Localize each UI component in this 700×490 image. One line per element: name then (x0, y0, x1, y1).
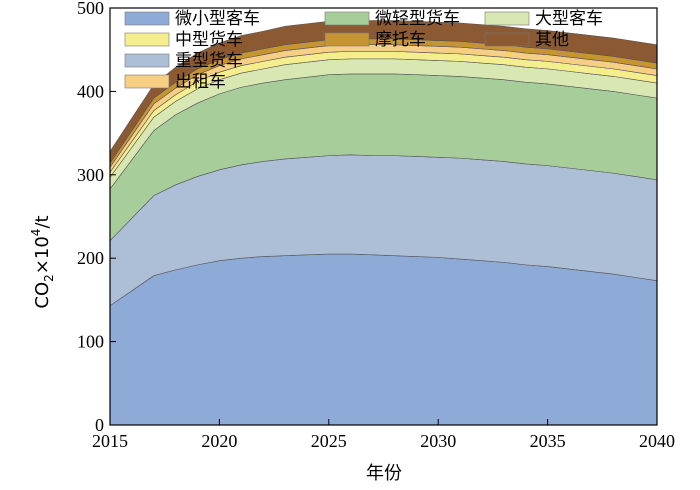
x-axis-label: 年份 (366, 463, 402, 484)
legend-swatch (484, 32, 530, 47)
legend-item: 摩托车 (324, 30, 426, 50)
legend-item: 重型货车 (124, 51, 243, 71)
y-axis-label-superscript: 4 (29, 229, 43, 237)
legend-swatch (324, 11, 370, 26)
legend-swatch (124, 74, 170, 89)
axis-ticks: 2015 2020 2025 2030 2035 2040 0 100 200 300 400 500 (77, 0, 675, 451)
legend-swatch (324, 32, 370, 47)
legend-item: 中型货车 (124, 30, 243, 50)
legend-label: 重型货车 (175, 51, 243, 71)
legend-swatch (124, 53, 170, 68)
y-tick-label: 400 (77, 81, 104, 101)
x-tick-label: 2035 (530, 431, 566, 451)
legend-swatch (124, 32, 170, 47)
y-tick-label: 300 (77, 165, 104, 185)
y-axis-label-tail: /t (32, 215, 53, 228)
legend-item: 出租车 (124, 72, 226, 92)
plot-frame (109, 7, 658, 426)
legend-item: 微轻型货车 (324, 9, 460, 29)
x-tick-label: 2030 (420, 431, 456, 451)
y-tick-label: 0 (95, 415, 104, 435)
legend-label: 摩托车 (375, 30, 426, 50)
legend-item: 微小型客车 (124, 9, 260, 29)
stacked-areas (109, 20, 658, 426)
x-tick-label: 2015 (92, 431, 128, 451)
y-axis-label-subscript: 2 (42, 274, 56, 282)
legend-swatch (484, 11, 530, 26)
x-tick-label: 2025 (311, 431, 347, 451)
legend-label: 中型货车 (175, 30, 243, 50)
area-series-0 (109, 253, 658, 426)
svg-text:CO2×104/t: CO2×104/t (29, 215, 56, 308)
legend-label: 大型客车 (535, 9, 603, 29)
y-axis-label: CO2×104/t (29, 215, 56, 308)
y-axis-label-mid: ×10 (32, 236, 53, 274)
x-tick-label: 2040 (639, 431, 675, 451)
y-tick-label: 100 (77, 332, 104, 352)
x-tick-label: 2020 (201, 431, 237, 451)
legend-swatch (124, 11, 170, 26)
legend-item: 其他 (484, 30, 569, 50)
legend-label: 出租车 (175, 72, 226, 92)
y-tick-label: 500 (77, 0, 104, 18)
y-tick-label: 200 (77, 248, 104, 268)
legend-label: 微轻型货车 (375, 9, 460, 29)
legend-label: 微小型客车 (175, 9, 260, 29)
y-axis-label-main: CO (32, 282, 53, 309)
legend-label: 其他 (535, 30, 569, 50)
legend-item: 大型客车 (484, 9, 603, 29)
